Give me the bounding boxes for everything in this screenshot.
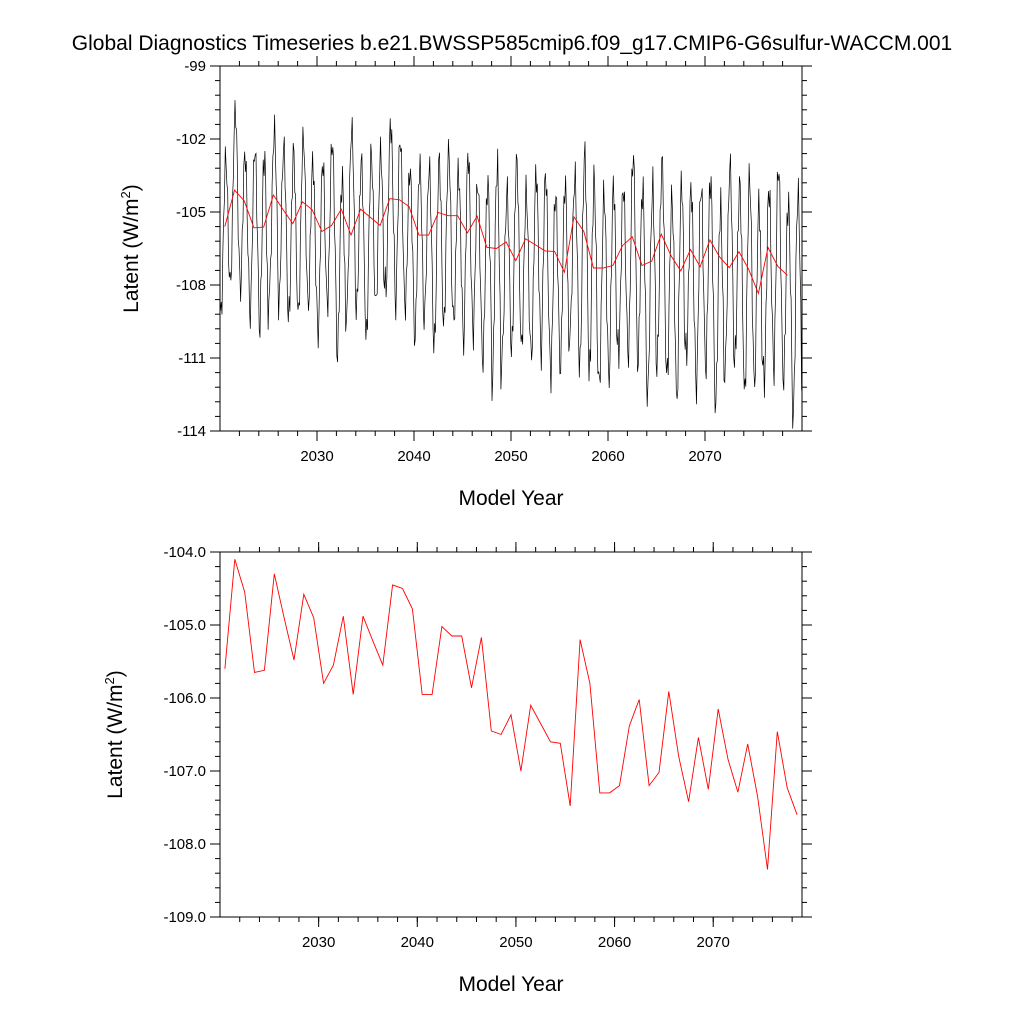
x-axis-title: Model Year — [458, 487, 563, 510]
x-axis-title: Model Year — [458, 973, 563, 996]
figure-title: Global Diagnostics Timeseries b.e21.BWSS… — [72, 32, 952, 55]
y-tick-label: -105 — [176, 204, 206, 221]
x-tick-label: 2030 — [302, 934, 335, 951]
panel-bottom: 2030 2040 2050 2060 2070 -109.0 -108.0 -107.0 -1… — [102, 542, 812, 996]
y-tick-label: -108 — [176, 277, 206, 294]
y-tick-label: -107.0 — [163, 763, 206, 780]
x-tick-label: 2070 — [688, 448, 721, 465]
y-tick-label: -111 — [178, 350, 206, 367]
plot-frame — [219, 551, 803, 918]
y-tick-label: -102 — [176, 131, 206, 148]
x-tick-label: 2060 — [598, 934, 631, 951]
x-tick-label: 2040 — [397, 448, 430, 465]
x-tick-label: 2030 — [300, 448, 333, 465]
panel-top: 2030 2040 2050 2060 2070 -114 -111 -108 -105 -102… — [118, 56, 812, 510]
y-tick-label: -106.0 — [163, 690, 206, 707]
y-tick-label: -108.0 — [163, 836, 206, 853]
x-tick-label: 2060 — [591, 448, 624, 465]
annual-mean-series-line — [224, 559, 798, 870]
x-tick-label: 2070 — [697, 934, 730, 951]
y-tick-label: -104.0 — [163, 544, 206, 561]
y-axis-title: Latent (W/m2) — [118, 184, 143, 313]
x-tick-label: 2050 — [494, 448, 527, 465]
y-tick-label: -99 — [184, 58, 206, 75]
monthly-series-line — [220, 100, 802, 429]
y-tick-label: -114 — [177, 423, 206, 440]
x-tick-label: 2050 — [499, 934, 532, 951]
y-tick-label: -109.0 — [163, 909, 206, 926]
y-tick-label: -105.0 — [163, 617, 206, 634]
y-axis-title: Latent (W/m2) — [102, 670, 127, 799]
x-tick-label: 2040 — [401, 934, 434, 951]
